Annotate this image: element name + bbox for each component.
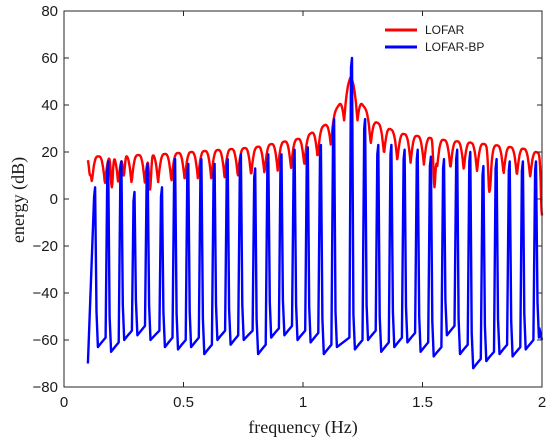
plot-background bbox=[64, 11, 542, 387]
y-tick-label: 60 bbox=[41, 50, 58, 67]
y-tick-label: −40 bbox=[33, 285, 58, 302]
y-tick-label: 20 bbox=[41, 144, 58, 161]
tick-labels: 0 0.5 1 1.5 2 −80 −60 −40 −20 0 20 40 60 80 bbox=[33, 3, 547, 411]
y-tick-label: −60 bbox=[33, 332, 58, 349]
series-line-lofar-bp bbox=[86, 56, 544, 370]
x-tick-label: 0.5 bbox=[173, 394, 194, 411]
x-axis-label: frequency (Hz) bbox=[248, 417, 357, 438]
x-tick-label: 2 bbox=[538, 394, 546, 411]
axes bbox=[63, 10, 543, 388]
x-tick-label: 1.5 bbox=[412, 394, 433, 411]
y-tick-label: 40 bbox=[41, 97, 58, 114]
y-tick-label: 0 bbox=[50, 191, 58, 208]
x-tick-label: 0 bbox=[60, 394, 68, 411]
legend-label-lofar-bp: LOFAR-BP bbox=[425, 40, 484, 54]
series-line-lofar bbox=[86, 75, 544, 216]
y-tick-label: −80 bbox=[33, 379, 58, 396]
y-tick-label: 80 bbox=[41, 3, 58, 20]
y-tick-label: −20 bbox=[33, 238, 58, 255]
legend-label-lofar: LOFAR bbox=[425, 23, 465, 37]
y-axis-label: energy (dB) bbox=[8, 157, 29, 243]
x-tick-label: 1 bbox=[299, 394, 307, 411]
legend: LOFAR LOFAR-BP bbox=[385, 23, 484, 54]
plot-area bbox=[64, 11, 544, 387]
